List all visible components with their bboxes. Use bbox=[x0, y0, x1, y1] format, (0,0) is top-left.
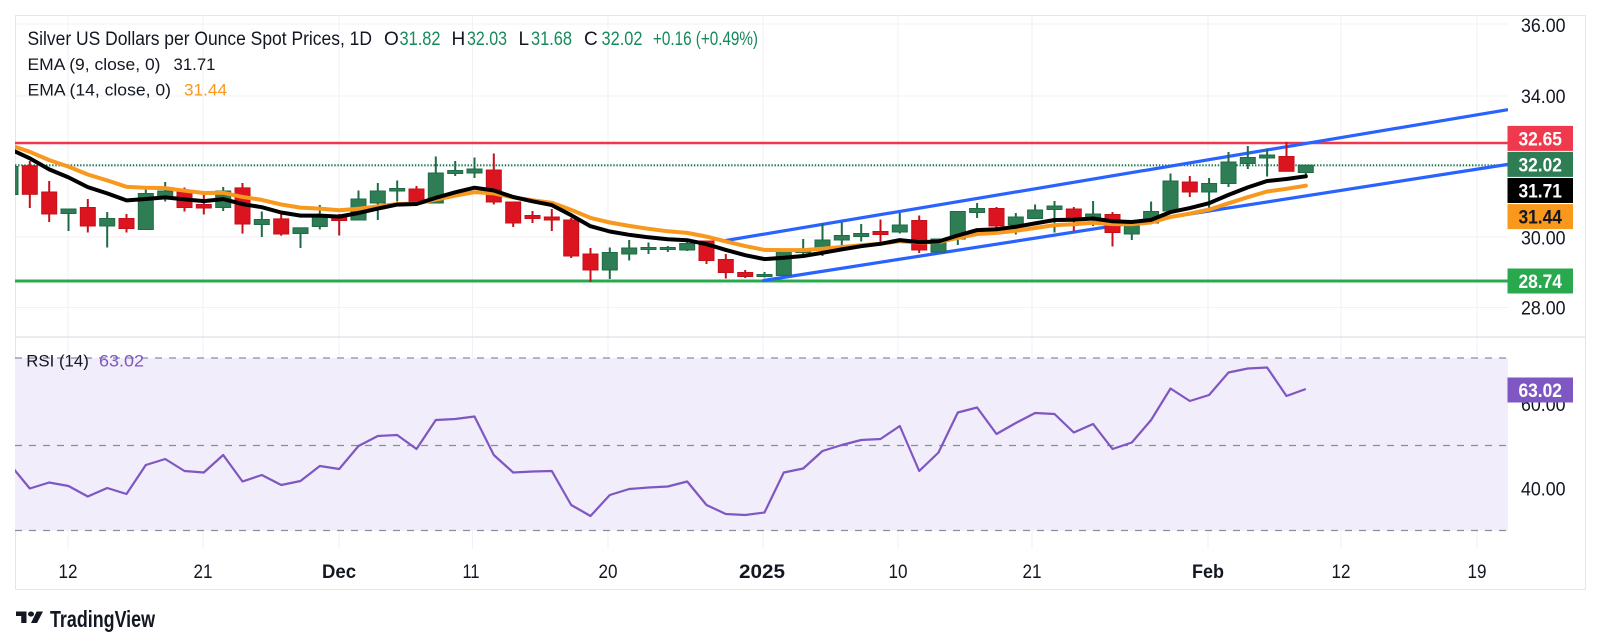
svg-text:32.65: 32.65 bbox=[1518, 129, 1562, 150]
svg-text:31.82: 31.82 bbox=[400, 29, 441, 50]
svg-text:Silver US Dollars per Ounce Sp: Silver US Dollars per Ounce Spot Prices,… bbox=[28, 29, 373, 50]
svg-text:32.02: 32.02 bbox=[1518, 155, 1562, 176]
svg-text:H: H bbox=[452, 29, 466, 50]
svg-text:31.68: 31.68 bbox=[531, 29, 572, 50]
svg-text:C: C bbox=[584, 29, 598, 50]
svg-text:40.00: 40.00 bbox=[1521, 480, 1566, 501]
svg-text:2025: 2025 bbox=[739, 562, 785, 583]
svg-text:31.71: 31.71 bbox=[1518, 181, 1562, 202]
svg-text:Dec: Dec bbox=[322, 562, 356, 583]
svg-text:RSI (14): RSI (14) bbox=[26, 352, 89, 371]
svg-text:32.02: 32.02 bbox=[602, 29, 643, 50]
svg-text:20: 20 bbox=[599, 562, 618, 583]
svg-text:28.74: 28.74 bbox=[1518, 272, 1562, 293]
svg-text:31.44: 31.44 bbox=[184, 81, 227, 100]
svg-text:63.02: 63.02 bbox=[99, 352, 144, 371]
svg-text:21: 21 bbox=[1023, 562, 1042, 583]
svg-text:21: 21 bbox=[194, 562, 213, 583]
svg-text:31.44: 31.44 bbox=[1518, 208, 1562, 229]
svg-text:L: L bbox=[519, 29, 530, 50]
svg-text:12: 12 bbox=[1332, 562, 1351, 583]
svg-text:12: 12 bbox=[59, 562, 78, 583]
svg-text:EMA (14, close, 0): EMA (14, close, 0) bbox=[28, 81, 172, 100]
svg-text:+0.16 (+0.49%): +0.16 (+0.49%) bbox=[653, 29, 758, 50]
svg-text:TradingView: TradingView bbox=[50, 606, 155, 632]
svg-text:10: 10 bbox=[889, 562, 908, 583]
svg-text:19: 19 bbox=[1468, 562, 1487, 583]
svg-text:32.03: 32.03 bbox=[467, 29, 507, 50]
svg-text:28.00: 28.00 bbox=[1521, 299, 1566, 320]
svg-text:30.00: 30.00 bbox=[1521, 228, 1566, 249]
svg-text:11: 11 bbox=[463, 562, 480, 583]
svg-text:31.71: 31.71 bbox=[174, 55, 216, 74]
svg-text:EMA (9, close, 0): EMA (9, close, 0) bbox=[28, 55, 161, 74]
svg-text:Feb: Feb bbox=[1192, 562, 1224, 583]
svg-text:34.00: 34.00 bbox=[1521, 87, 1566, 108]
svg-text:36.00: 36.00 bbox=[1521, 16, 1566, 37]
svg-text:63.02: 63.02 bbox=[1518, 381, 1562, 402]
svg-text:O: O bbox=[384, 29, 399, 50]
